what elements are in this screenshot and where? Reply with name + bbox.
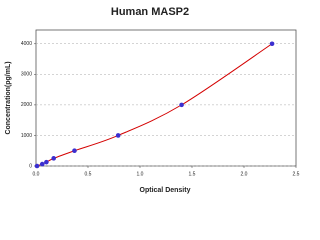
x-tick-label: 1.0 [137,171,144,177]
data-point [34,163,40,169]
data-point [269,41,275,47]
x-tick-label: 0.0 [33,171,40,177]
x-tick-label: 0.5 [85,171,92,177]
x-tick-label: 2.0 [241,171,248,177]
chart: Human MASP2 Optical Density Concentratio… [5,6,300,194]
chart-title: Human MASP2 [111,6,189,18]
x-tick-label: 2.5 [293,171,300,177]
y-tick-label: 0 [29,163,32,169]
plot-frame [35,29,297,167]
x-tick-label: 1.5 [189,171,196,177]
data-point [39,161,45,167]
y-tick-label: 3000 [21,72,32,78]
data-point [115,133,121,138]
y-axis-label: Concentration(pg/mL) [5,61,12,134]
y-tick-label: 4000 [21,41,32,47]
data-point [51,156,56,161]
x-axis-label: Optical Density [140,187,191,194]
y-tick-label: 2000 [21,102,32,108]
data-point [179,102,184,108]
y-tick-label: 1000 [21,133,32,139]
data-point [44,159,49,165]
data-point [72,148,77,154]
